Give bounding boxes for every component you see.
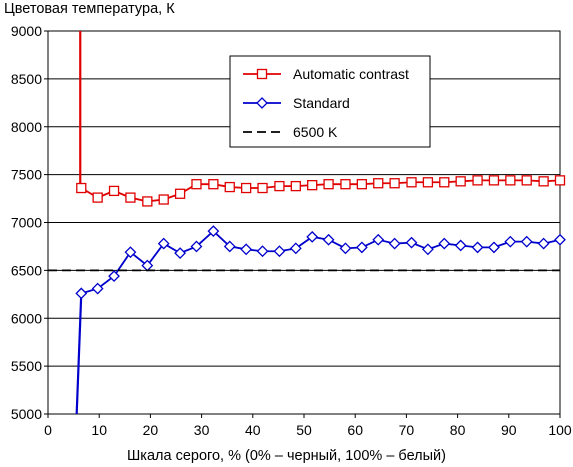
diamond-marker [273,245,286,258]
x-tick-label: 50 [296,422,312,438]
square-marker [208,179,219,190]
x-tick-label: 10 [91,422,107,438]
legend: Automatic contrast Standard 6500 K [229,55,431,148]
y-tick-label: 5000 [11,406,42,422]
square-marker [406,177,417,188]
legend-label: Standard [293,95,350,111]
diamond-marker [190,240,203,253]
diamond-marker [537,237,550,250]
square-marker [108,185,120,197]
y-tick-label: 6000 [11,310,42,326]
legend-label: 6500 K [293,124,338,140]
diamond-marker [471,241,484,254]
diamond-marker [454,239,467,252]
diamond-marker [504,235,517,248]
x-tick-label: 100 [548,422,572,438]
axes: 5000 5500 6000 6500 7000 7500 8000 8500 9000 0 10 2… [11,23,572,438]
square-marker [290,180,301,192]
diamond-marker [223,240,236,253]
diamond-marker [322,233,335,246]
square-marker [439,177,450,188]
square-marker [125,192,136,203]
square-marker [455,176,466,187]
diamond-marker [488,241,500,254]
series-0 [76,175,566,207]
square-marker [191,179,202,190]
square-marker [76,182,87,194]
square-marker [323,179,334,190]
square-marker [92,192,103,203]
y-tick-label: 8500 [11,71,42,87]
y-tick-label: 7500 [11,167,42,183]
diamond-marker [520,235,533,248]
square-marker [256,68,268,80]
y-axis-label: Цветовая температура, К [4,1,175,17]
diamond-marker [157,237,170,250]
diamond-marker [355,241,368,254]
diamond-marker [388,237,401,250]
x-tick-label: 90 [501,422,517,438]
square-marker [307,180,318,191]
diamond-marker [91,282,104,295]
square-marker [240,182,252,194]
square-marker [505,175,516,186]
diamond-marker [554,233,566,246]
diamond-marker [240,243,253,256]
diamond-marker [372,233,385,246]
series-1 [75,225,566,300]
diamond-marker [124,246,137,259]
square-marker [224,181,235,193]
diamond-marker [289,242,302,255]
diamond-marker [339,242,352,255]
x-tick-label: 30 [194,422,210,438]
x-tick-label: 40 [245,422,261,438]
square-marker [158,194,169,205]
y-tick-label: 5500 [11,358,42,374]
square-marker [174,188,186,199]
diamond-marker [256,97,268,109]
x-tick-label: 20 [143,422,159,438]
x-tick-label: 60 [347,422,363,438]
lead-in-line [75,293,83,415]
square-marker [521,175,532,186]
diamond-marker [405,236,418,249]
square-marker [142,196,153,207]
square-marker [356,179,368,190]
x-axis-label: Шкала серого, % (0% – черный, 100% – бел… [127,448,446,464]
square-marker [274,180,285,192]
diamond-marker [421,243,434,256]
diamond-marker [108,270,120,283]
x-tick-label: 70 [399,422,415,438]
square-marker [488,175,500,186]
series-layer [48,31,566,415]
square-marker [389,178,400,189]
diamond-marker [75,287,88,300]
diamond-marker [207,225,220,238]
x-tick-label: 0 [44,422,52,438]
square-marker [422,177,434,188]
x-tick-label: 80 [450,422,466,438]
square-marker [257,182,268,194]
y-tick-label: 7000 [11,215,42,231]
diamond-marker [438,237,451,250]
y-tick-label: 6500 [11,262,42,278]
diamond-marker [174,247,187,260]
diamond-marker [306,230,319,243]
y-tick-label: 9000 [11,23,42,39]
square-marker [340,179,351,190]
square-marker [538,176,549,187]
square-marker [472,175,483,186]
y-tick-label: 8000 [11,119,42,135]
diamond-marker [256,245,269,258]
square-marker [373,178,384,189]
square-marker [554,175,566,186]
legend-label: Automatic contrast [293,66,409,82]
